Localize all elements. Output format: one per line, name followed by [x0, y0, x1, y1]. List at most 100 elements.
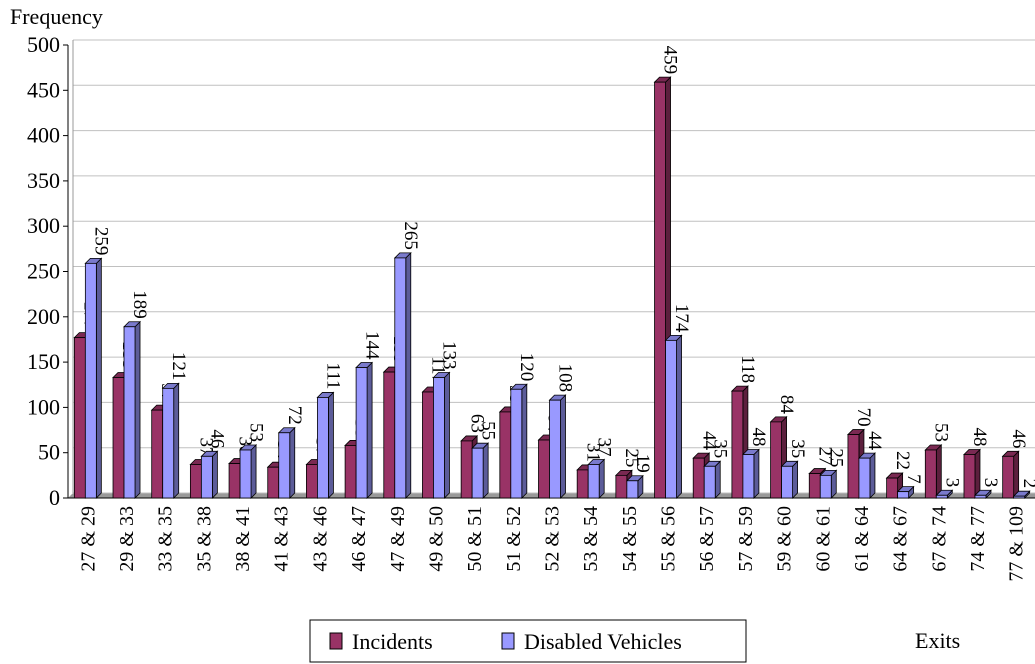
x-tick-label: 59 & 60 [774, 506, 796, 572]
bar-side [869, 452, 876, 499]
bar [394, 257, 407, 499]
value-label: 53 [931, 423, 952, 442]
value-label: 19 [632, 454, 653, 473]
x-tick-label: 50 & 51 [464, 506, 486, 572]
y-tick-label: 350 [27, 168, 60, 193]
value-label: 3 [980, 478, 1001, 488]
bar [200, 455, 213, 499]
x-tick-label: 55 & 56 [658, 506, 680, 572]
bar-side [482, 442, 489, 499]
x-tick-label: 43 & 46 [309, 506, 331, 572]
bar-side [792, 460, 798, 499]
bar [344, 445, 357, 499]
x-tick-label: 77 & 109 [1006, 506, 1028, 582]
legend-swatch [501, 632, 515, 650]
bar [355, 367, 368, 499]
value-label: 53 [245, 423, 266, 442]
value-label: 459 [660, 46, 681, 75]
x-tick-label: 61 & 64 [851, 506, 873, 572]
y-tick-label: 400 [27, 123, 60, 148]
value-label: 133 [439, 341, 460, 370]
bar [73, 337, 86, 499]
value-label: 84 [776, 395, 797, 415]
bar [703, 465, 716, 499]
bar [84, 262, 97, 499]
bar [963, 454, 976, 499]
bar [549, 399, 561, 499]
x-tick-label: 53 & 54 [580, 506, 602, 572]
x-tick-label: 74 & 77 [967, 506, 989, 572]
legend-label: Disabled Vehicles [524, 629, 682, 654]
y-tick-label: 250 [27, 259, 60, 284]
bar-side [598, 458, 605, 499]
bar [239, 449, 252, 499]
y-tick-label: 200 [27, 304, 60, 329]
value-label: 35 [787, 439, 808, 458]
y-tick-label: 150 [27, 349, 60, 374]
y-tick-label: 300 [27, 213, 60, 238]
value-label: 27 [814, 447, 835, 466]
y-tick-label: 0 [49, 485, 60, 510]
y-tick-label: 450 [27, 77, 60, 102]
value-label: 259 [91, 227, 112, 256]
value-label: 121 [168, 352, 189, 381]
value-label: 31 [582, 443, 603, 462]
bar [189, 464, 202, 499]
bar-side [405, 251, 412, 499]
value-label: 48 [748, 428, 769, 447]
value-label: 35 [709, 439, 730, 458]
bar [422, 391, 434, 499]
value-label: 118 [737, 355, 758, 383]
bar [742, 454, 755, 499]
value-label: 2 [1019, 479, 1035, 489]
bar [770, 421, 782, 499]
bar [897, 491, 910, 499]
bar-side [935, 444, 942, 499]
legend-box [309, 619, 747, 663]
bar [1013, 495, 1026, 499]
bar [819, 474, 832, 499]
value-label: 37 [593, 437, 614, 456]
value-label: 7 [903, 474, 924, 484]
value-label: 108 [555, 364, 576, 393]
bar [123, 326, 136, 499]
bar [1002, 455, 1015, 499]
y-tick-label: 100 [27, 394, 60, 419]
value-label: 174 [671, 304, 692, 333]
bar-side [560, 394, 566, 499]
bar [317, 397, 329, 499]
x-tick-label: 33 & 35 [155, 506, 177, 572]
bar [151, 409, 164, 499]
bar [499, 411, 512, 499]
bar-side [95, 257, 102, 499]
bar [626, 480, 639, 499]
value-label: 55 [477, 421, 498, 440]
bar [228, 463, 241, 499]
bar [886, 477, 899, 499]
bar [162, 387, 175, 499]
value-label: 46 [207, 429, 228, 448]
value-label: 120 [516, 353, 537, 382]
value-label: 111 [323, 362, 344, 389]
bar [781, 465, 793, 499]
value-label: 144 [361, 331, 382, 360]
bar-side [250, 444, 257, 499]
bar [858, 457, 871, 499]
bar [847, 434, 860, 499]
value-label: 25 [621, 448, 642, 467]
bar [924, 449, 937, 499]
x-tick-label: 51 & 52 [503, 506, 525, 572]
bar [278, 432, 291, 499]
bar-side [714, 460, 721, 499]
value-label: 63 [466, 414, 487, 433]
x-tick-label: 49 & 50 [425, 506, 447, 572]
bar [267, 466, 280, 499]
bar-side [521, 383, 528, 499]
bar [576, 469, 589, 499]
x-tick-label: 27 & 29 [77, 506, 99, 572]
bar-side [753, 448, 760, 499]
bar [587, 464, 600, 499]
legend-swatch [329, 632, 343, 650]
